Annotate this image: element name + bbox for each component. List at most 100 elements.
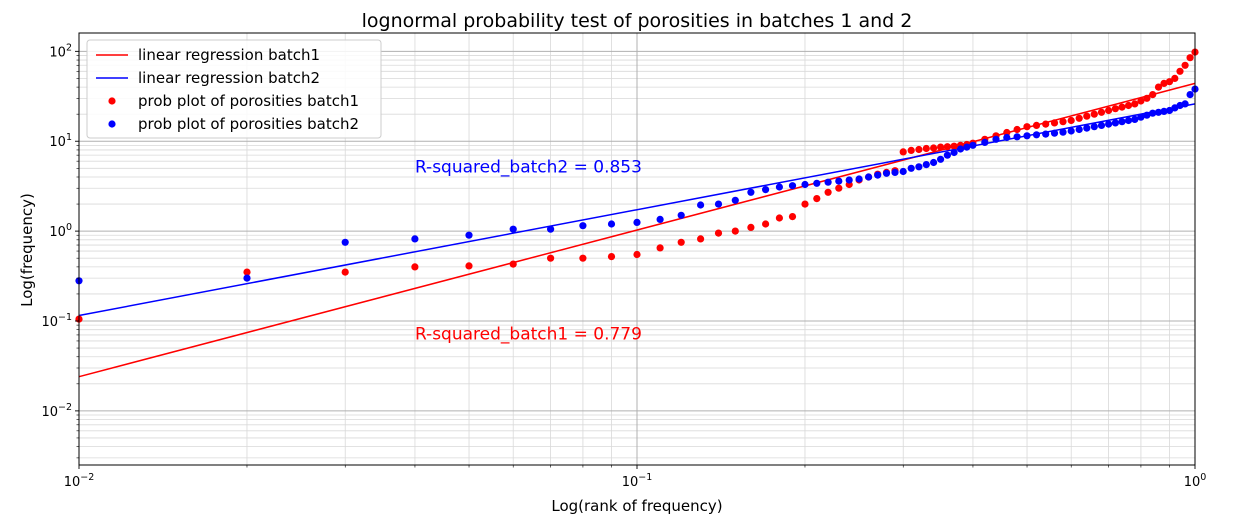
data-point — [899, 148, 907, 156]
data-point — [1067, 116, 1075, 125]
data-point — [411, 263, 419, 271]
data-point — [579, 254, 587, 262]
data-point — [677, 211, 685, 219]
data-point — [656, 215, 664, 223]
data-point — [1165, 78, 1174, 86]
data-point — [1059, 118, 1067, 126]
data-point — [907, 164, 915, 172]
data-point — [1171, 74, 1179, 82]
data-point — [1176, 67, 1184, 75]
data-point — [1143, 94, 1151, 102]
legend-box — [86, 39, 382, 139]
data-point — [697, 235, 705, 243]
x-tick-label: 10−2 — [64, 472, 95, 490]
data-point — [607, 253, 616, 261]
data-point — [1042, 130, 1050, 138]
data-point — [1111, 105, 1119, 113]
data-point — [731, 196, 739, 204]
data-point — [1118, 118, 1126, 126]
data-point — [1097, 108, 1106, 116]
data-point — [1181, 100, 1189, 108]
data-point — [509, 225, 517, 233]
legend-entry-label: prob plot of porosities batch2 — [138, 115, 359, 133]
data-point — [714, 229, 723, 237]
data-point — [1023, 132, 1031, 140]
data-point — [835, 184, 843, 192]
data-point — [747, 223, 755, 231]
legend-marker-swatch — [108, 120, 116, 128]
data-point — [943, 151, 952, 159]
r-squared-annotation: R-squared_batch1 = 0.779 — [415, 325, 642, 345]
data-point — [1050, 129, 1059, 137]
data-point — [1032, 131, 1041, 139]
data-point — [992, 135, 1000, 143]
data-point — [1137, 113, 1145, 121]
data-point — [1105, 120, 1113, 128]
data-point — [1090, 123, 1098, 131]
data-point — [1050, 119, 1059, 127]
data-point — [1124, 116, 1133, 125]
data-point — [813, 195, 821, 203]
data-point — [937, 155, 945, 163]
data-point — [981, 138, 989, 146]
data-point — [775, 183, 784, 191]
data-point — [891, 168, 899, 176]
data-point — [1013, 125, 1021, 134]
data-point — [963, 143, 971, 151]
data-point — [547, 254, 555, 262]
data-point — [1186, 54, 1194, 62]
data-point — [243, 268, 251, 276]
data-point — [1075, 125, 1083, 134]
data-point — [899, 167, 907, 176]
data-point — [930, 158, 938, 167]
data-point — [788, 213, 797, 221]
data-point — [824, 188, 832, 196]
data-point — [731, 227, 739, 235]
data-point — [824, 178, 832, 186]
data-point — [465, 231, 473, 239]
data-point — [950, 142, 958, 150]
data-point — [762, 186, 770, 194]
data-point — [762, 220, 770, 228]
data-point — [1186, 91, 1194, 99]
data-point — [1154, 108, 1163, 116]
axis-ticks: 10−2 10−1 100 10−2 10−1 100 101 102 — [41, 42, 1206, 490]
data-point — [1160, 107, 1168, 115]
data-point — [1181, 61, 1189, 69]
data-point — [930, 144, 938, 152]
data-point — [907, 146, 915, 154]
data-point — [1042, 120, 1050, 128]
data-point — [788, 182, 797, 190]
data-point — [656, 244, 664, 252]
data-point — [915, 163, 923, 171]
data-point — [1083, 112, 1091, 120]
data-point — [855, 175, 863, 183]
data-point — [1105, 106, 1113, 115]
data-point — [1090, 110, 1098, 118]
data-point — [1131, 100, 1139, 108]
data-point — [950, 148, 958, 157]
data-point — [1003, 133, 1011, 142]
data-point — [1143, 111, 1151, 119]
data-point — [882, 169, 891, 177]
data-point — [633, 218, 641, 226]
y-tick-label: 10−1 — [41, 312, 72, 330]
y-tick-label: 102 — [49, 42, 72, 60]
r-squared-annotation: R-squared_batch2 = 0.853 — [415, 157, 642, 177]
data-point — [1124, 101, 1133, 110]
data-point — [509, 260, 517, 268]
chart-title: lognormal probability test of porosities… — [362, 10, 913, 32]
data-point — [1075, 114, 1083, 122]
data-point — [801, 200, 809, 208]
legend-marker-swatch — [108, 97, 116, 105]
r-squared-annotations: R-squared_batch2 = 0.853 R-squared_batch1… — [415, 157, 642, 344]
data-point — [1149, 91, 1157, 99]
data-point — [243, 274, 251, 282]
legend-entry-label: linear regression batch1 — [138, 46, 320, 64]
data-point — [956, 145, 965, 153]
data-point — [697, 201, 705, 209]
data-point — [633, 250, 641, 259]
data-point — [1032, 121, 1041, 129]
data-point — [1097, 121, 1106, 129]
